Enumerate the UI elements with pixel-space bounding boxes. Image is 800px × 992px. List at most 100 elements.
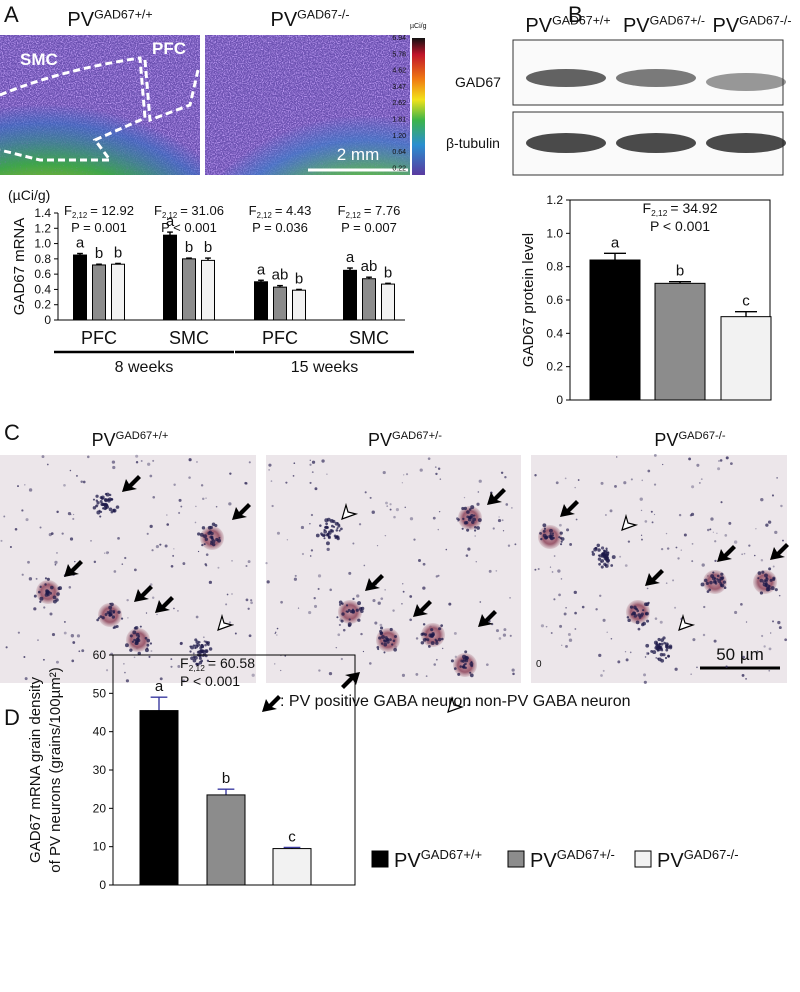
grain-dot bbox=[757, 571, 762, 575]
grain-dot bbox=[712, 531, 714, 533]
colorbar-tick: 3.47 bbox=[392, 84, 406, 91]
grain-dot bbox=[204, 537, 209, 541]
grain-dot bbox=[761, 570, 765, 574]
stat-p: P = 0.001 bbox=[71, 220, 127, 235]
pv-arrow bbox=[122, 475, 141, 492]
grain-dot bbox=[714, 559, 717, 563]
grain-dot bbox=[635, 620, 640, 625]
grain-dot bbox=[434, 638, 437, 641]
grain-dot bbox=[581, 605, 585, 609]
grain-dot bbox=[557, 569, 561, 573]
grain-dot bbox=[43, 606, 46, 609]
legend-label: PVGAD67+/- bbox=[530, 847, 615, 872]
grain-dot bbox=[82, 480, 86, 484]
grain-dot bbox=[294, 574, 297, 577]
grain-dot bbox=[543, 535, 548, 540]
grain-dot bbox=[636, 609, 640, 613]
grain-dot bbox=[217, 538, 222, 543]
grain-dot bbox=[234, 632, 237, 635]
grain-dot bbox=[629, 651, 632, 654]
colorbar-unit: µCi/g bbox=[410, 23, 427, 30]
colorbar-tick: 1.20 bbox=[392, 133, 406, 140]
grain-dot bbox=[437, 467, 441, 470]
grain-dot bbox=[173, 548, 175, 550]
grain-dot bbox=[644, 520, 648, 523]
grain-dot bbox=[720, 501, 723, 504]
grain-dot bbox=[706, 528, 710, 532]
grain-dot bbox=[564, 477, 567, 480]
grain-dot bbox=[101, 616, 105, 620]
grain-dot bbox=[558, 593, 561, 597]
grain-dot bbox=[757, 577, 760, 580]
grain-dot bbox=[144, 636, 148, 640]
grain-dot bbox=[28, 488, 33, 492]
grain-dot bbox=[647, 652, 650, 655]
grain-dot bbox=[71, 659, 75, 663]
grain-dot bbox=[112, 611, 116, 614]
grain-dot bbox=[560, 540, 563, 543]
grain-dot bbox=[27, 560, 30, 564]
grain-dot bbox=[495, 570, 498, 572]
grain-dot bbox=[476, 502, 480, 506]
significance-letter: ab bbox=[272, 267, 289, 284]
genotype-label: PVGAD67-/- bbox=[654, 430, 725, 450]
stat-df: 2,12 bbox=[651, 208, 668, 218]
y-tick-label: 0.8 bbox=[546, 260, 563, 274]
grain-dot bbox=[716, 532, 718, 535]
grain-dot bbox=[139, 625, 142, 628]
bar bbox=[92, 264, 106, 321]
grain-dot bbox=[369, 662, 372, 665]
stat-df: 2,12 bbox=[189, 663, 206, 673]
grain-dot bbox=[678, 513, 682, 517]
genotype-base: PV bbox=[270, 9, 297, 31]
grain-dot bbox=[149, 642, 153, 645]
grain-dot bbox=[210, 536, 214, 540]
genotype-sup: GAD67+/+ bbox=[94, 7, 153, 21]
y-tick-label: 0.6 bbox=[34, 267, 51, 281]
grain-dot bbox=[774, 530, 778, 535]
grain-dot bbox=[383, 651, 386, 654]
grain-dot bbox=[326, 473, 328, 475]
genotype-base: PV bbox=[654, 430, 678, 450]
grain-dot bbox=[145, 612, 148, 614]
grain-dot bbox=[603, 553, 607, 557]
grain-dot bbox=[346, 610, 349, 614]
grain-dot bbox=[274, 632, 277, 635]
significance-letter: b bbox=[676, 263, 684, 280]
grain-dot bbox=[188, 476, 191, 479]
grain-dot bbox=[129, 648, 133, 652]
grain-dot bbox=[463, 496, 466, 499]
grain-dot bbox=[324, 525, 329, 529]
grain-dot bbox=[437, 637, 442, 642]
grain-dot bbox=[770, 586, 775, 591]
grain-dot bbox=[336, 616, 339, 619]
grain-dot bbox=[568, 638, 573, 642]
grain-dot bbox=[772, 576, 776, 580]
grain-dot bbox=[80, 480, 83, 483]
grain-dot bbox=[105, 551, 109, 555]
y-tick-label: 0.2 bbox=[34, 298, 51, 312]
grain-dot bbox=[471, 520, 475, 525]
grain-dot bbox=[338, 529, 341, 532]
grain-dot bbox=[35, 577, 38, 580]
grain-dot bbox=[485, 663, 489, 666]
grain-dot bbox=[488, 569, 492, 573]
grain-dot bbox=[760, 497, 764, 502]
grain-dot bbox=[200, 484, 204, 487]
grain-dot bbox=[107, 551, 109, 554]
grain-dot bbox=[33, 607, 37, 611]
grain-dot bbox=[655, 656, 658, 659]
legend-swatch bbox=[634, 850, 652, 868]
grain-dot bbox=[308, 610, 312, 615]
grain-dot bbox=[607, 551, 610, 554]
grain-dot bbox=[76, 634, 81, 638]
grain-dot bbox=[21, 573, 24, 576]
grain-dot bbox=[95, 504, 98, 508]
grain-dot bbox=[271, 504, 274, 508]
grain-dot bbox=[231, 560, 233, 562]
grain-dot bbox=[549, 532, 552, 535]
grain-dot bbox=[63, 620, 66, 623]
grain-dot bbox=[655, 641, 658, 644]
grain-dot bbox=[309, 522, 311, 525]
